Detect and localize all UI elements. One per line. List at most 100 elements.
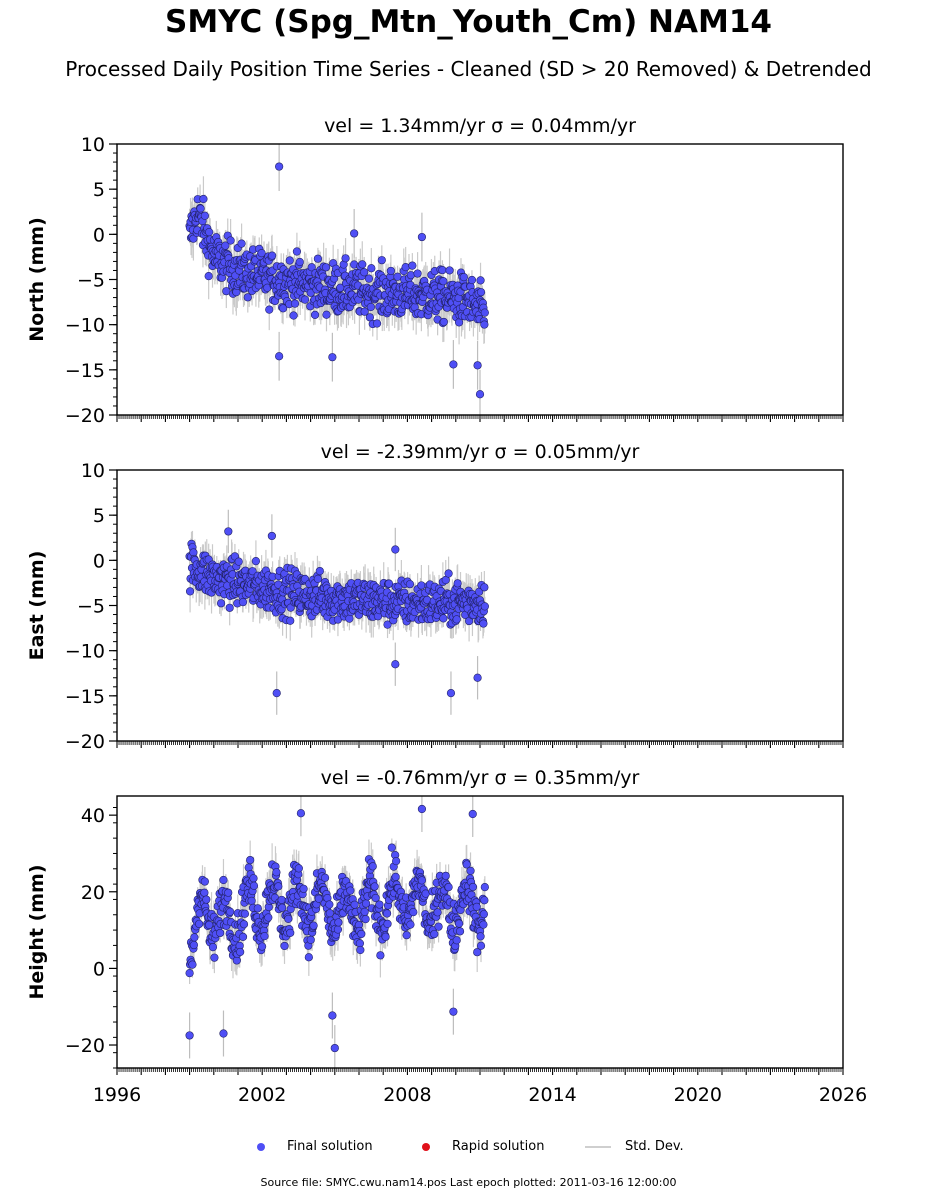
data-point	[405, 580, 415, 589]
figure-title: SMYC (Spg_Mtn_Youth_Cm) NAM14	[165, 4, 772, 40]
data-point	[467, 275, 477, 285]
data-point	[453, 579, 462, 588]
data-point	[328, 1011, 337, 1020]
data-point	[185, 1031, 194, 1040]
data-point	[345, 614, 354, 623]
data-point	[381, 932, 390, 941]
data-point	[234, 557, 243, 566]
data-point	[350, 229, 359, 238]
data-point	[475, 390, 485, 399]
data-point	[219, 1029, 228, 1038]
data-point	[434, 922, 443, 931]
data-point	[444, 569, 453, 578]
data-point	[247, 896, 256, 905]
data-point	[200, 888, 209, 897]
data-point	[264, 913, 273, 922]
data-point	[196, 204, 205, 213]
data-point	[249, 874, 258, 883]
final-solution-points	[185, 194, 489, 329]
data-point	[476, 932, 485, 941]
data-point	[367, 264, 376, 273]
data-point	[371, 893, 380, 903]
data-point	[401, 263, 410, 272]
data-point	[417, 804, 427, 814]
data-point	[452, 615, 461, 624]
data-point	[286, 928, 295, 937]
data-point	[376, 951, 385, 960]
chart-panel-1: vel = -2.39mm/yr σ = 0.05mm/yr East (mm) 1…	[26, 441, 844, 753]
y-axis-label: Height (mm)	[26, 864, 48, 999]
data-point	[294, 864, 303, 873]
data-point	[446, 689, 456, 698]
panel-title: vel = 1.34mm/yr σ = 0.04mm/yr	[324, 115, 636, 137]
chart-panel-2: vel = -0.76mm/yr σ = 0.35mm/yr Height (mm…	[26, 767, 867, 1106]
y-tick-label: −20	[65, 731, 105, 753]
data-point	[472, 902, 481, 911]
data-point	[188, 960, 197, 969]
data-point	[275, 352, 284, 361]
data-point	[272, 689, 281, 698]
data-point	[479, 920, 488, 929]
data-point	[268, 251, 277, 260]
data-point	[216, 599, 226, 608]
data-point	[208, 942, 218, 952]
data-point	[459, 273, 468, 282]
data-point	[360, 268, 369, 277]
data-point	[272, 868, 281, 877]
data-point	[253, 904, 262, 913]
data-point	[286, 616, 295, 625]
data-point	[384, 579, 394, 588]
data-point	[350, 900, 359, 909]
data-point	[239, 920, 249, 929]
y-tick-label: −20	[65, 1035, 105, 1057]
data-point	[221, 241, 230, 250]
data-point	[237, 239, 246, 248]
data-point	[438, 265, 447, 275]
data-point	[226, 236, 235, 245]
data-point	[466, 866, 475, 875]
data-point	[325, 900, 334, 909]
y-tick-label: 0	[93, 550, 105, 572]
data-layer	[185, 509, 489, 715]
data-point	[226, 907, 235, 916]
final-solution-points	[185, 843, 489, 978]
data-point	[360, 307, 369, 316]
panel-title: vel = -2.39mm/yr σ = 0.05mm/yr	[321, 441, 640, 463]
y-tick-label: −15	[65, 360, 105, 382]
data-point	[383, 919, 392, 928]
data-point	[346, 886, 355, 895]
data-point	[462, 860, 471, 869]
y-tick-label: −20	[65, 405, 105, 427]
data-point	[240, 909, 250, 918]
data-point	[321, 263, 331, 272]
data-point	[313, 574, 323, 583]
data-point	[309, 921, 318, 930]
data-point	[383, 620, 392, 629]
data-point	[265, 305, 274, 314]
data-point	[224, 888, 233, 897]
data-point	[480, 583, 489, 592]
data-point	[473, 361, 482, 370]
data-point	[468, 809, 477, 819]
data-point	[304, 953, 313, 962]
data-point	[333, 925, 343, 934]
data-layer	[185, 796, 489, 1068]
data-point	[480, 896, 489, 905]
data-point	[392, 857, 401, 866]
y-tick-label: 0	[93, 958, 105, 980]
data-point	[473, 673, 482, 682]
data-point	[406, 271, 416, 280]
data-point	[368, 862, 377, 871]
data-point	[274, 882, 283, 891]
data-point	[417, 876, 426, 885]
data-point	[295, 257, 304, 267]
data-point	[439, 317, 448, 327]
data-point	[476, 288, 486, 297]
data-point	[334, 918, 343, 927]
data-point	[210, 953, 219, 962]
data-point	[204, 271, 213, 281]
data-point	[455, 927, 465, 936]
data-point	[236, 947, 245, 957]
data-point	[441, 871, 450, 880]
data-point	[439, 277, 448, 286]
